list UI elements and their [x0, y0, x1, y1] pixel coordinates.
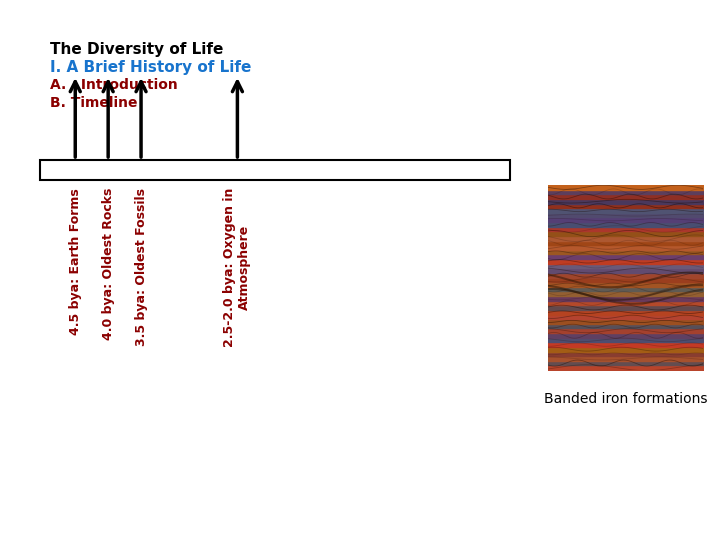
Text: B. Timeline: B. Timeline	[50, 96, 138, 110]
Text: I. A Brief History of Life: I. A Brief History of Life	[50, 60, 251, 75]
Text: 2.5-2.0 bya: Oxygen in
Atmosphere: 2.5-2.0 bya: Oxygen in Atmosphere	[223, 188, 251, 347]
Text: 4.5 bya: Earth Forms: 4.5 bya: Earth Forms	[68, 188, 82, 335]
Text: 3.5 bya: Oldest Fossils: 3.5 bya: Oldest Fossils	[135, 188, 148, 346]
Text: The Diversity of Life: The Diversity of Life	[50, 42, 223, 57]
Text: 4.0 bya: Oldest Rocks: 4.0 bya: Oldest Rocks	[102, 188, 114, 340]
Text: Banded iron formations: Banded iron formations	[544, 392, 707, 406]
Bar	[40, 160, 510, 180]
Text: A.   Introduction: A. Introduction	[50, 78, 178, 92]
